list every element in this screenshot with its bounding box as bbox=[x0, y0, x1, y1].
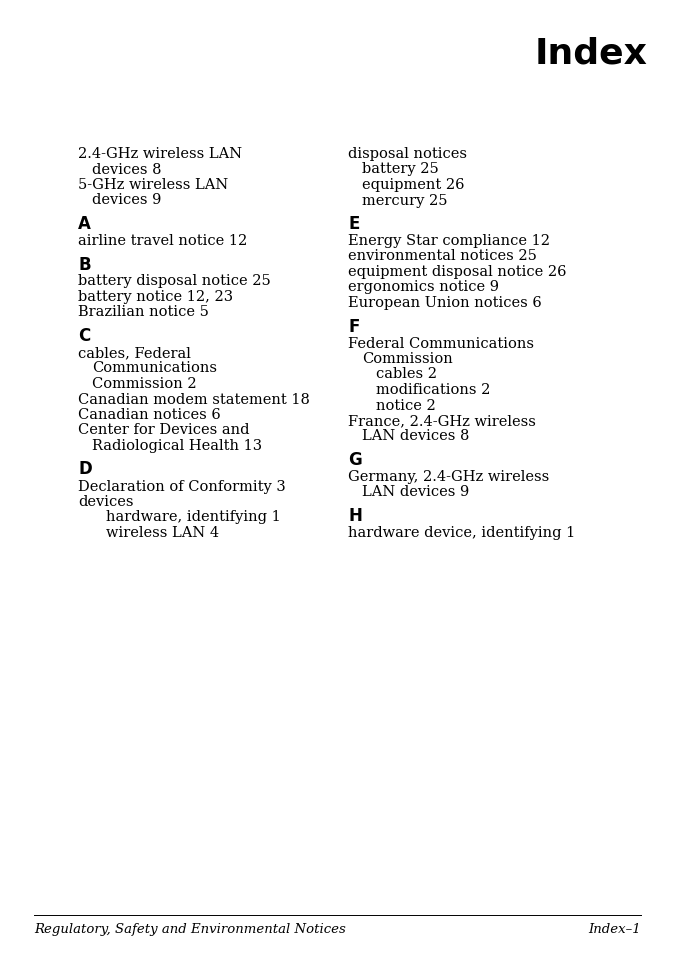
Text: battery disposal notice 25: battery disposal notice 25 bbox=[78, 275, 271, 288]
Text: Regulatory, Safety and Environmental Notices: Regulatory, Safety and Environmental Not… bbox=[34, 923, 346, 936]
Text: devices 8: devices 8 bbox=[92, 162, 161, 177]
Text: Brazilian notice 5: Brazilian notice 5 bbox=[78, 306, 209, 319]
Text: European Union notices 6: European Union notices 6 bbox=[348, 296, 542, 310]
Text: cables, Federal: cables, Federal bbox=[78, 346, 191, 360]
Text: F: F bbox=[348, 317, 359, 336]
Text: battery 25: battery 25 bbox=[362, 162, 439, 177]
Text: Canadian notices 6: Canadian notices 6 bbox=[78, 408, 221, 422]
Text: devices 9: devices 9 bbox=[92, 193, 161, 208]
Text: Germany, 2.4-GHz wireless: Germany, 2.4-GHz wireless bbox=[348, 470, 549, 484]
Text: ergonomics notice 9: ergonomics notice 9 bbox=[348, 280, 499, 295]
Text: Index: Index bbox=[535, 37, 648, 71]
Text: cables 2: cables 2 bbox=[376, 367, 437, 382]
Text: LAN devices 9: LAN devices 9 bbox=[362, 485, 469, 500]
Text: mercury 25: mercury 25 bbox=[362, 193, 448, 208]
Text: B: B bbox=[78, 255, 90, 274]
Text: equipment disposal notice 26: equipment disposal notice 26 bbox=[348, 265, 566, 279]
Text: Federal Communications: Federal Communications bbox=[348, 337, 534, 350]
Text: H: H bbox=[348, 507, 362, 525]
Text: LAN devices 8: LAN devices 8 bbox=[362, 429, 469, 444]
Text: 5-GHz wireless LAN: 5-GHz wireless LAN bbox=[78, 178, 228, 192]
Text: devices: devices bbox=[78, 495, 134, 509]
Text: D: D bbox=[78, 460, 92, 479]
Text: Energy Star compliance 12: Energy Star compliance 12 bbox=[348, 234, 550, 248]
Text: France, 2.4-GHz wireless: France, 2.4-GHz wireless bbox=[348, 414, 536, 428]
Text: Commission: Commission bbox=[362, 352, 453, 366]
Text: hardware device, identifying 1: hardware device, identifying 1 bbox=[348, 526, 575, 540]
Text: disposal notices: disposal notices bbox=[348, 147, 467, 161]
Text: Declaration of Conformity 3: Declaration of Conformity 3 bbox=[78, 480, 286, 493]
Text: Center for Devices and: Center for Devices and bbox=[78, 424, 250, 437]
Text: Radiological Health 13: Radiological Health 13 bbox=[92, 439, 262, 453]
Text: notice 2: notice 2 bbox=[376, 398, 436, 413]
Text: wireless LAN 4: wireless LAN 4 bbox=[106, 526, 219, 540]
Text: battery notice 12, 23: battery notice 12, 23 bbox=[78, 290, 233, 304]
Text: airline travel notice 12: airline travel notice 12 bbox=[78, 234, 247, 248]
Text: Index–1: Index–1 bbox=[589, 923, 641, 936]
Text: Canadian modem statement 18: Canadian modem statement 18 bbox=[78, 393, 310, 406]
Text: E: E bbox=[348, 215, 359, 233]
Text: A: A bbox=[78, 215, 91, 233]
Text: 2.4-GHz wireless LAN: 2.4-GHz wireless LAN bbox=[78, 147, 242, 161]
Text: hardware, identifying 1: hardware, identifying 1 bbox=[106, 511, 281, 524]
Text: equipment 26: equipment 26 bbox=[362, 178, 464, 192]
Text: Commission 2: Commission 2 bbox=[92, 377, 196, 391]
Text: modifications 2: modifications 2 bbox=[376, 383, 490, 397]
Text: environmental notices 25: environmental notices 25 bbox=[348, 249, 537, 263]
Text: G: G bbox=[348, 451, 362, 469]
Text: Communications: Communications bbox=[92, 362, 217, 375]
Text: C: C bbox=[78, 327, 90, 345]
